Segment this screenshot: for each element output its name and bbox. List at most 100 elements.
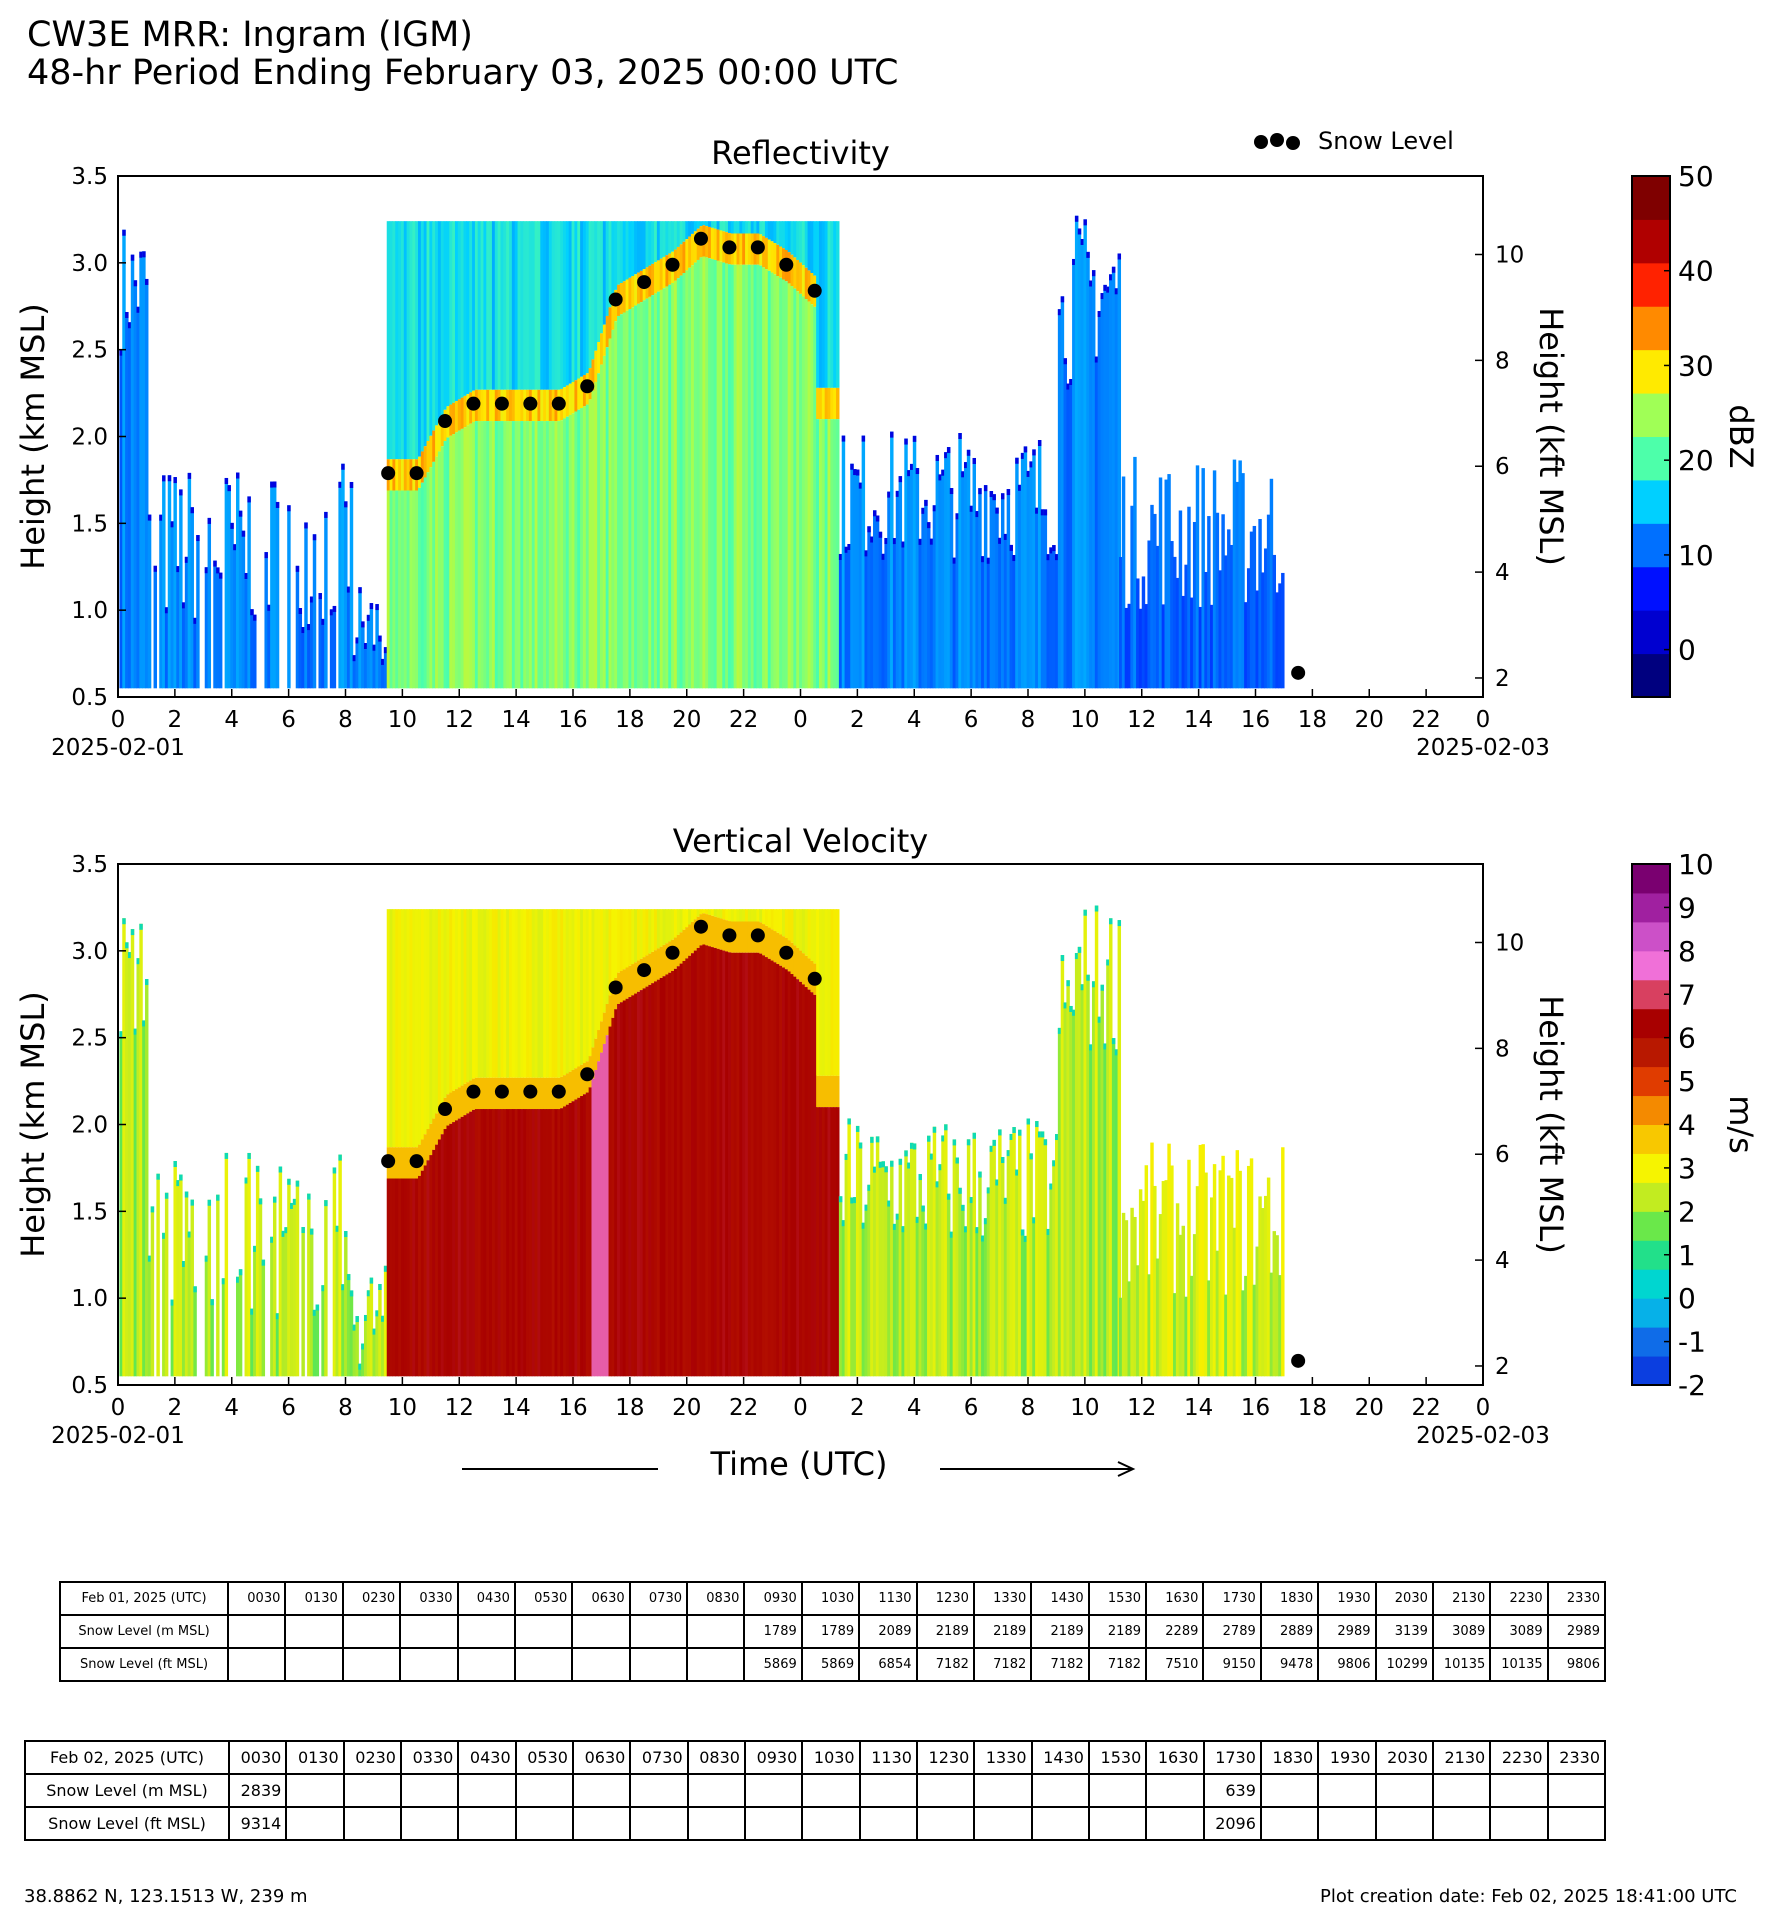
x-tick-label: 6 — [964, 1395, 979, 1421]
x-tick-label: 2 — [168, 707, 183, 733]
table-cell — [1087, 1806, 1148, 1841]
x-tick-label: 20 — [672, 1395, 701, 1421]
row-label-cell: Snow Level (m MSL) — [24, 1773, 230, 1808]
colorbar-segment — [1632, 653, 1670, 698]
table-cell — [628, 1647, 689, 1682]
y-tick-label: 2.5 — [71, 1026, 108, 1052]
colorbar-segment — [1632, 566, 1670, 611]
table-cell: 1130 — [858, 1581, 918, 1616]
creation-date-text: Plot creation date: Feb 02, 2025 18:41:0… — [1320, 1886, 1737, 1907]
x-tick-label: 8 — [338, 707, 353, 733]
x-tick-label: 14 — [1184, 707, 1213, 733]
x-tick-label: 0 — [1476, 1395, 1491, 1421]
snow-level-point — [637, 963, 652, 978]
table-cell: 639 — [1202, 1773, 1262, 1808]
y2-axis-label: Height (kft MSL) — [1532, 995, 1570, 1254]
table-cell — [514, 1773, 574, 1808]
x-tick-label: 4 — [224, 707, 239, 733]
x-tick-label: 12 — [445, 707, 474, 733]
table-cell: 0630 — [571, 1740, 632, 1775]
colorbar-frame — [1631, 175, 1671, 698]
y-tick-label: 1.0 — [71, 598, 108, 624]
x-tick-label: 2 — [850, 1395, 865, 1421]
colorbar-segment — [1632, 864, 1670, 894]
x-tick-label: 16 — [558, 707, 587, 733]
colorbar-tick-label: 2 — [1678, 1195, 1696, 1228]
y2-tick-label: 4 — [1495, 1248, 1510, 1274]
table-cell: 0230 — [341, 1581, 402, 1616]
colorbar-tick-label: 1 — [1678, 1239, 1696, 1272]
row-label-cell: Feb 02, 2025 (UTC) — [24, 1740, 230, 1775]
snow-level-point — [580, 1067, 595, 1082]
table-cell: 0030 — [226, 1581, 287, 1616]
y2-tick-label: 6 — [1495, 1142, 1510, 1168]
table-cell — [629, 1806, 689, 1841]
y-axis-label: Height (km MSL) — [14, 991, 52, 1258]
x-start-date: 2025-02-01 — [51, 735, 185, 761]
x-tick-label: 20 — [672, 707, 701, 733]
colorbar-segment — [1632, 1037, 1670, 1068]
colorbar-label: dBZ — [1722, 404, 1760, 468]
y-tick-label: 2.0 — [71, 425, 108, 451]
table-row: Snow Level (m MSL) 1789 1789 2089 2189 2189 21… — [59, 1614, 1607, 1649]
table-cell — [399, 1647, 459, 1682]
table-cell — [514, 1806, 574, 1841]
x-tick-label: 22 — [1411, 707, 1440, 733]
table-cell — [858, 1773, 918, 1808]
table-cell — [571, 1806, 632, 1841]
colorbar-segment — [1632, 1327, 1670, 1357]
y-tick-label: 1.5 — [71, 511, 108, 537]
x-tick-label: 20 — [1355, 707, 1384, 733]
table-cell — [342, 1806, 402, 1841]
x-tick-label: 8 — [338, 1395, 353, 1421]
snow-level-point — [494, 396, 509, 411]
snow-level-point — [637, 275, 652, 290]
y2-tick-label: 2 — [1495, 666, 1510, 692]
table-cell: 0230 — [342, 1740, 402, 1775]
table-cell: 0330 — [399, 1740, 460, 1775]
table-cell — [1546, 1773, 1607, 1808]
table-cell — [571, 1647, 631, 1682]
colorbar-segment — [1632, 610, 1670, 655]
snow-level-point — [1291, 665, 1306, 680]
arrow-head-icon — [1117, 1461, 1136, 1477]
legend-marker — [1286, 136, 1300, 150]
table-cell: 1430 — [1030, 1581, 1090, 1616]
table-cell: 2189 — [972, 1614, 1033, 1649]
table-cell — [284, 1614, 344, 1649]
x-tick-label: 10 — [1070, 1395, 1099, 1421]
snow-level-point — [608, 980, 623, 995]
table-cell: 3139 — [1374, 1614, 1434, 1649]
table-cell: 2839 — [227, 1773, 288, 1808]
table-cell — [915, 1806, 976, 1841]
snow-level-point — [438, 414, 453, 429]
snow-level-point — [1291, 1353, 1306, 1368]
x-axis-label: Time (UTC) — [710, 1445, 888, 1483]
table-cell: 1930 — [1317, 1581, 1377, 1616]
table-cell: 9806 — [1546, 1647, 1607, 1682]
y2-tick-label: 6 — [1495, 454, 1510, 480]
table-cell — [743, 1806, 804, 1841]
echo-field — [118, 864, 1483, 1385]
panel-title: Vertical Velocity — [673, 822, 928, 860]
table-cell — [457, 1773, 517, 1808]
y2-tick-label: 8 — [1495, 1036, 1510, 1062]
x-tick-label: 4 — [907, 1395, 922, 1421]
colorbar-segment — [1632, 1095, 1670, 1125]
snow-level-point — [381, 466, 396, 481]
table-cell: 2189 — [1087, 1614, 1148, 1649]
x-start-date: 2025-02-01 — [51, 1423, 185, 1449]
snow-level-point — [779, 257, 794, 272]
x-tick-label: 0 — [1476, 707, 1491, 733]
colorbar-segment — [1632, 950, 1670, 981]
table-cell: 0030 — [227, 1740, 288, 1775]
snow-level-point — [750, 240, 765, 255]
table-cell — [285, 1773, 345, 1808]
snow-level-point — [409, 1154, 424, 1169]
table-cell — [1030, 1806, 1090, 1841]
table-cell: 2330 — [1546, 1740, 1607, 1775]
table-cell — [1030, 1773, 1090, 1808]
colorbar-segment — [1632, 1269, 1670, 1299]
table-row: Snow Level (ft MSL) 9314 2096 — [24, 1806, 1607, 1841]
